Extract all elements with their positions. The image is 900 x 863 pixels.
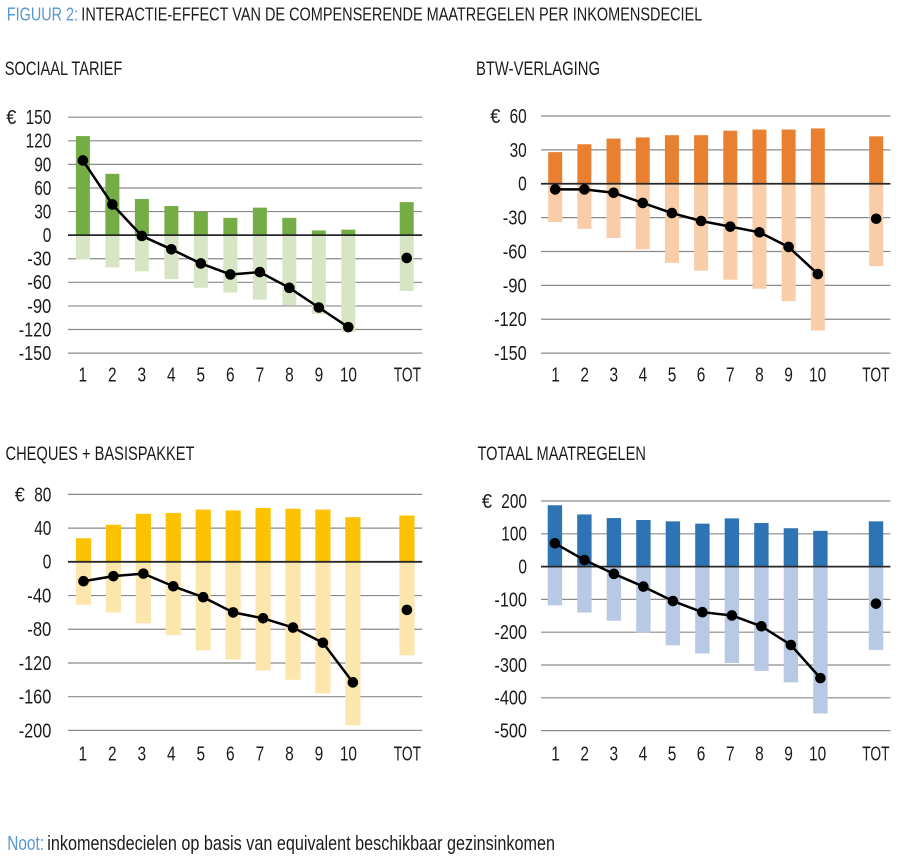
svg-text:TOT: TOT [394,744,421,766]
svg-text:0: 0 [518,174,527,196]
svg-text:120: 120 [26,131,52,153]
svg-text:inkomensdecielen op basis van: inkomensdecielen op basis van equivalent… [47,833,555,855]
svg-text:-40: -40 [27,585,51,607]
svg-text:60: 60 [34,178,51,200]
svg-text:40: 40 [34,518,51,540]
svg-text:2: 2 [108,744,117,766]
svg-text:2: 2 [580,744,589,766]
svg-text:60: 60 [510,106,527,128]
svg-text:10: 10 [809,744,826,766]
svg-text:100: 100 [501,524,527,546]
svg-text:8: 8 [755,744,764,766]
svg-text:0: 0 [43,552,52,574]
svg-text:-500: -500 [494,721,527,743]
svg-text:€: € [6,107,16,129]
svg-text:-120: -120 [19,319,52,341]
svg-text:1: 1 [79,744,88,766]
svg-text:150: 150 [26,107,52,129]
svg-text:2: 2 [108,365,117,387]
svg-text:9: 9 [315,365,324,387]
svg-text:4: 4 [639,744,648,766]
svg-text:-30: -30 [503,208,527,230]
svg-text:INTERACTIE-EFFECT VAN DE COMPE: INTERACTIE-EFFECT VAN DE COMPENSERENDE M… [81,3,702,24]
svg-text:3: 3 [138,365,147,387]
svg-text:-80: -80 [27,619,51,641]
svg-text:1: 1 [551,365,560,387]
svg-text:5: 5 [197,365,206,387]
svg-text:6: 6 [697,744,706,766]
svg-text:-90: -90 [503,275,527,297]
svg-text:-120: -120 [19,653,52,675]
svg-text:-150: -150 [494,343,527,365]
svg-text:TOT: TOT [394,365,421,387]
svg-text:TOT: TOT [862,365,889,387]
svg-text:7: 7 [726,744,735,766]
svg-text:8: 8 [755,365,764,387]
svg-text:-100: -100 [494,589,527,611]
svg-text:200: 200 [501,491,527,513]
svg-text:6: 6 [697,365,706,387]
svg-text:10: 10 [340,365,357,387]
svg-text:9: 9 [784,365,793,387]
svg-text:-150: -150 [19,343,52,365]
svg-text:6: 6 [226,744,235,766]
svg-text:9: 9 [784,744,793,766]
svg-text:€: € [482,491,492,513]
svg-text:10: 10 [340,744,357,766]
svg-text:€: € [15,484,25,506]
svg-text:Noot:: Noot: [7,833,44,855]
svg-text:0: 0 [518,557,527,579]
svg-text:-300: -300 [494,655,527,677]
svg-text:-200: -200 [494,622,527,644]
svg-text:TOT: TOT [862,744,889,766]
svg-text:6: 6 [226,365,235,387]
svg-text:BTW-VERLAGING: BTW-VERLAGING [476,59,600,80]
svg-text:FIGUUR 2:: FIGUUR 2: [7,3,78,24]
svg-text:5: 5 [668,365,677,387]
svg-text:1: 1 [79,365,88,387]
svg-text:90: 90 [34,154,51,176]
svg-text:9: 9 [315,744,324,766]
svg-text:7: 7 [256,365,265,387]
svg-text:CHEQUES + BASISPAKKET: CHEQUES + BASISPAKKET [6,444,195,465]
svg-text:-60: -60 [503,241,527,263]
svg-text:5: 5 [668,744,677,766]
svg-text:3: 3 [610,744,619,766]
svg-text:€: € [490,106,500,128]
svg-text:SOCIAAL TARIEF: SOCIAAL TARIEF [5,59,123,80]
svg-text:2: 2 [580,365,589,387]
svg-text:-200: -200 [19,720,52,742]
svg-text:-30: -30 [27,249,51,271]
svg-text:-400: -400 [494,688,527,710]
svg-text:3: 3 [610,365,619,387]
svg-text:3: 3 [138,744,147,766]
svg-text:4: 4 [167,744,176,766]
svg-text:-120: -120 [494,309,527,331]
svg-text:0: 0 [43,225,52,247]
svg-text:80: 80 [34,484,51,506]
svg-text:1: 1 [551,744,560,766]
svg-text:-90: -90 [27,296,51,318]
svg-text:5: 5 [197,744,206,766]
svg-text:4: 4 [167,365,176,387]
svg-text:-160: -160 [19,687,52,709]
svg-text:30: 30 [510,140,527,162]
svg-text:8: 8 [285,744,294,766]
svg-text:30: 30 [34,202,51,224]
svg-text:7: 7 [256,744,265,766]
svg-text:4: 4 [639,365,648,387]
svg-text:10: 10 [809,365,826,387]
svg-text:-60: -60 [27,272,51,294]
svg-text:7: 7 [726,365,735,387]
svg-text:TOTAAL MAATREGELEN: TOTAAL MAATREGELEN [478,444,647,465]
svg-text:8: 8 [285,365,294,387]
